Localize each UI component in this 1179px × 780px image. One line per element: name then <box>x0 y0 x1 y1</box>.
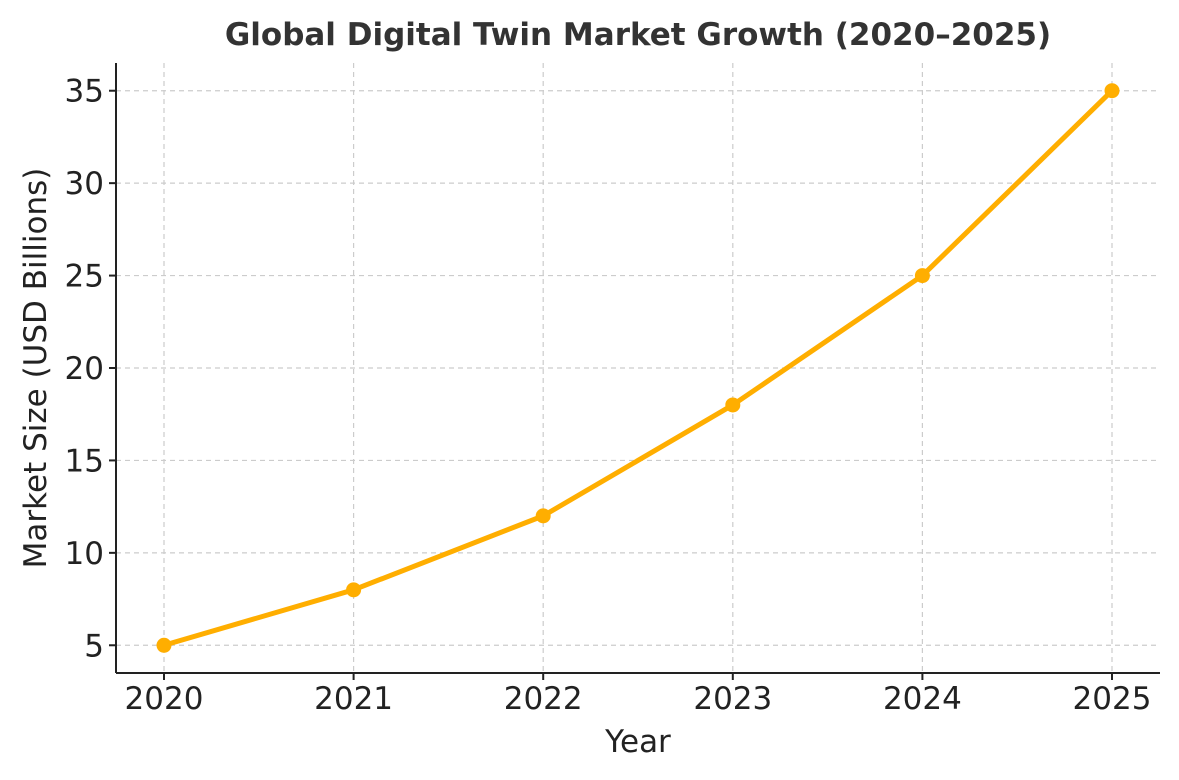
y-tick-label: 10 <box>65 536 104 572</box>
data-point-2025 <box>1104 83 1120 99</box>
x-tick-label: 2021 <box>314 681 393 717</box>
x-tick-label: 2024 <box>883 681 962 717</box>
x-tick-label: 2023 <box>693 681 772 717</box>
data-point-2024 <box>914 268 930 284</box>
y-tick-label: 35 <box>65 74 104 110</box>
y-axis-ticks: 5 10 15 20 25 30 35 <box>65 74 116 664</box>
y-axis-label: Market Size (USD Billions) <box>18 168 54 569</box>
series-group <box>156 83 1120 653</box>
y-tick-label: 20 <box>65 351 104 387</box>
y-tick-label: 25 <box>65 259 104 295</box>
y-tick-label: 30 <box>65 166 104 202</box>
x-tick-label: 2020 <box>125 681 204 717</box>
data-point-2023 <box>725 397 741 413</box>
y-tick-label: 15 <box>65 443 104 479</box>
data-point-2021 <box>346 582 362 598</box>
y-tick-label: 5 <box>84 628 104 664</box>
x-tick-label: 2022 <box>504 681 583 717</box>
data-point-2022 <box>535 508 551 524</box>
x-tick-label: 2025 <box>1073 681 1152 717</box>
grid <box>116 63 1160 673</box>
chart-title: Global Digital Twin Market Growth (2020–… <box>225 17 1051 53</box>
data-point-2020 <box>156 637 172 653</box>
x-axis-ticks: 2020 2021 2022 2023 2024 2025 <box>125 673 1152 717</box>
x-axis-label: Year <box>604 724 671 760</box>
series-line <box>161 88 1115 648</box>
